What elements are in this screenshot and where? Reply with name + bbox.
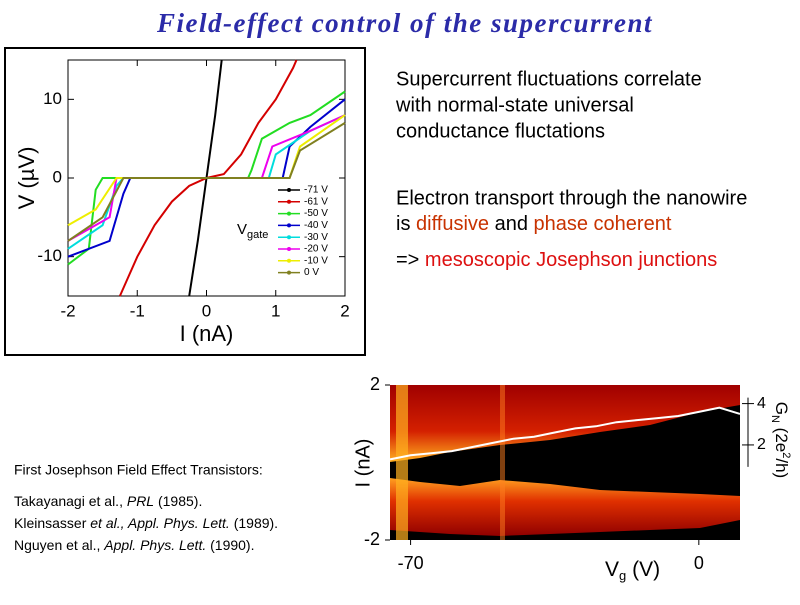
legend-label: -40 V (304, 220, 328, 231)
series-line (389, 406, 741, 461)
series-line (67, 122, 346, 242)
x-tick-label: -70 (398, 553, 424, 573)
journal: Appl. Phys. Lett. (103, 537, 206, 553)
references: First Josephson Field Effect Transistors… (14, 462, 278, 553)
highlight: diffusive (416, 213, 489, 235)
legend-label: -61 V (304, 196, 328, 207)
legend-marker (287, 247, 291, 251)
x-tick-label: 2 (340, 301, 349, 320)
y2-label-text: /h) (772, 458, 791, 478)
legend-title-sub: gate (247, 229, 268, 241)
legend-marker (287, 211, 291, 216)
x-axis-label: Vg (V) (605, 558, 660, 584)
reference: Kleinsasser et al., Appl. Phys. Lett. (1… (14, 515, 278, 531)
reference: Nguyen et al., Appl. Phys. Lett. (1990). (14, 537, 254, 553)
legend-marker (287, 258, 291, 263)
text: (1989). (230, 515, 278, 531)
x-tick-label: 0 (202, 301, 211, 320)
y2-label-text: (2e (772, 423, 791, 452)
legend-marker (287, 188, 291, 192)
chart-frame (4, 47, 366, 356)
legend-marker (287, 223, 291, 228)
text: Kleinsasser (14, 515, 90, 531)
series-line (118, 59, 298, 297)
text: Takayanagi et al., (14, 493, 127, 509)
y2-label-sup: 2 (780, 452, 792, 458)
y-tick-label: 10 (43, 89, 62, 108)
x-axis-label-sub: g (619, 568, 626, 583)
colormap (390, 385, 740, 540)
x-tick-label: -1 (130, 301, 145, 320)
x-axis-label-unit: (V) (626, 558, 660, 581)
legend-label: -20 V (304, 244, 328, 255)
y2-label-sub: N (769, 415, 781, 423)
highlight: mesoscopic Josephson junctions (425, 249, 717, 271)
y-tick-label: -10 (37, 246, 62, 265)
x-axis-label-text: V (605, 558, 619, 581)
legend-label: -50 V (304, 208, 328, 219)
y2-tick-label: 4 (757, 395, 766, 412)
y2-axis-label: GN (2e2/h) (769, 402, 792, 478)
highlight: phase coherent (534, 213, 672, 235)
journal: PRL (127, 493, 154, 509)
text-line: is diffusive and phase coherent (396, 213, 672, 235)
legend-label: -10 V (304, 255, 328, 266)
legend-title-text: V (237, 221, 247, 238)
text: is (396, 213, 416, 235)
legend-label: -71 V (304, 185, 328, 196)
text-block: Supercurrent fluctuations correlate with… (395, 68, 747, 271)
x-tick-label: 1 (271, 301, 280, 320)
text: Nguyen et al., (14, 537, 104, 553)
y-tick-label: 2 (370, 374, 380, 394)
y-axis-label: V (µV) (14, 147, 39, 210)
text-line: conductance fluctations (396, 120, 605, 142)
reference-heading: First Josephson Field Effect Transistors… (14, 462, 263, 478)
text: and (489, 213, 533, 235)
y2-tick-label: 2 (757, 436, 766, 453)
y-axis-label: I (nA) (352, 439, 374, 488)
legend-label: -30 V (304, 232, 328, 243)
text: (1990). (206, 537, 254, 553)
legend-title: Vgate (237, 221, 268, 241)
text: => (396, 249, 425, 271)
legend-marker (287, 235, 291, 240)
text-line: => mesoscopic Josephson junctions (396, 249, 717, 271)
x-axis-label: I (nA) (180, 321, 234, 346)
reference: Takayanagi et al., PRL (1985). (14, 493, 202, 509)
y-tick-label: -2 (364, 529, 380, 549)
journal: et al., Appl. Phys. Lett. (90, 515, 230, 531)
legend-marker (287, 270, 291, 275)
text-line: Supercurrent fluctuations correlate (396, 68, 702, 90)
text-line: with normal-state universal (395, 94, 634, 116)
text-line: Electron transport through the nanowire (396, 187, 747, 209)
legend-marker (287, 199, 291, 204)
x-tick-label: 0 (694, 553, 704, 573)
y2-label-text: G (772, 402, 791, 415)
text: (1985). (154, 493, 202, 509)
slide-title: Field-effect control of the supercurrent (156, 8, 653, 38)
y-tick-label: 0 (53, 167, 62, 186)
x-tick-label: -2 (60, 301, 75, 320)
legend-label: 0 V (304, 267, 319, 278)
